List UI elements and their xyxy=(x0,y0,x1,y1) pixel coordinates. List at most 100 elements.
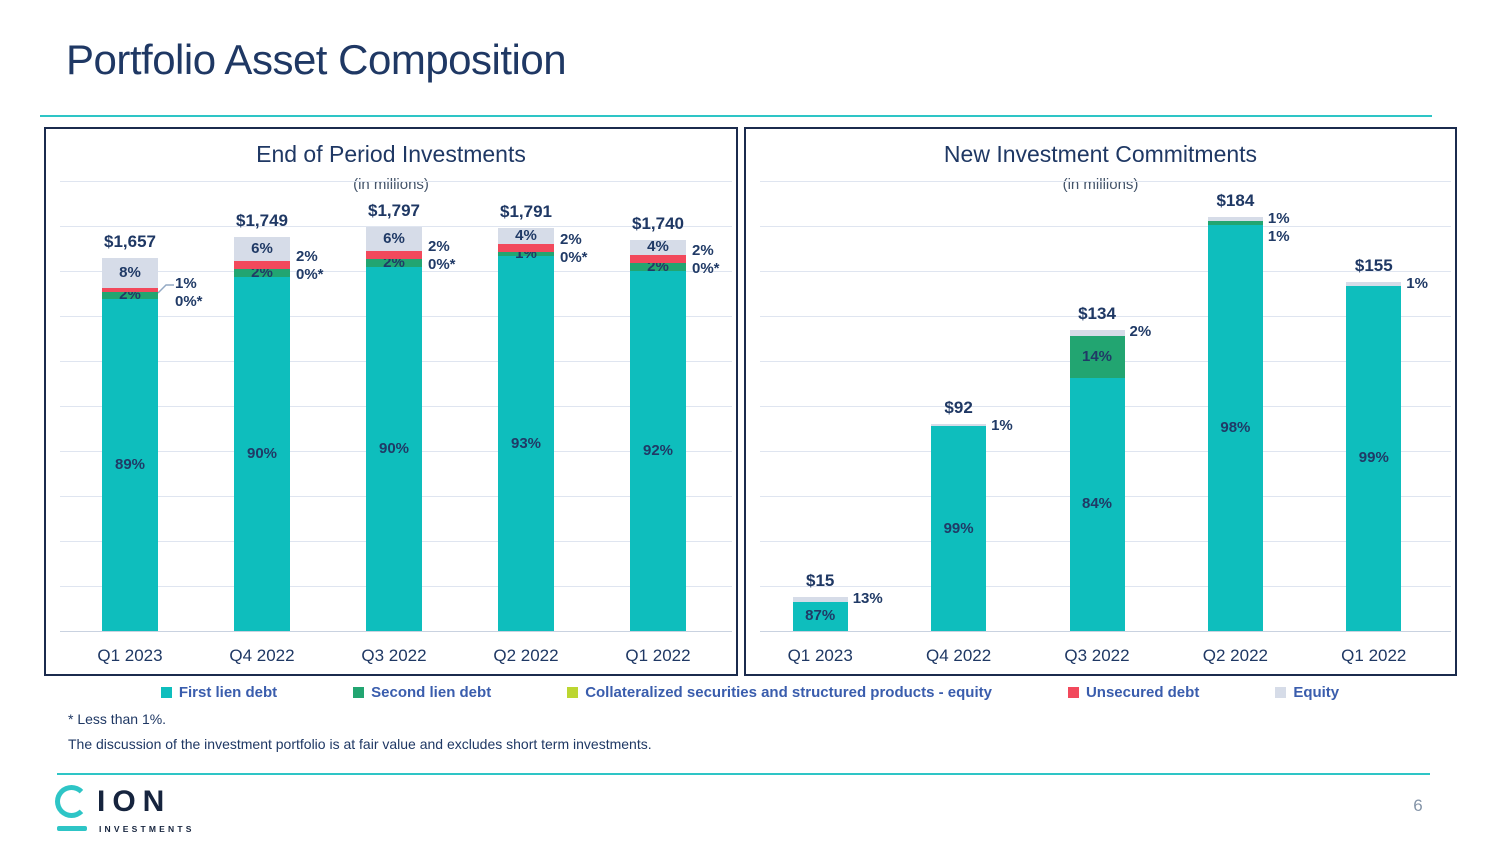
category-label-q2-2022: Q2 2022 xyxy=(493,646,559,665)
side-label: 0%* xyxy=(296,266,324,284)
bar-total-label: $92 xyxy=(944,398,973,417)
segment-label: 6% xyxy=(383,229,405,247)
logo-investments-text: INVESTMENTS xyxy=(99,824,195,834)
plot-area-end-of-period: 89% 2% 8% $1,657 Q1 2023 1% 0%* 90% 2% 6% $1,749 Q4… xyxy=(46,129,736,674)
legend-item-first_lien: First lien debt xyxy=(160,684,277,701)
segment-equity xyxy=(931,424,987,427)
segment-label: 90% xyxy=(378,440,410,458)
side-label: 1% xyxy=(1406,275,1428,293)
gridline xyxy=(760,226,1451,227)
side-label: 0%* xyxy=(428,255,456,273)
category-label-q3-2022: Q3 2022 xyxy=(1064,646,1130,665)
side-labels: 1% 0%* xyxy=(175,275,203,311)
bar-total-label: $1,749 xyxy=(236,211,288,231)
segment-unsecured xyxy=(630,255,686,263)
side-label: 2% xyxy=(1129,322,1152,340)
segment-first_lien xyxy=(792,601,848,631)
segment-label: 6% xyxy=(251,240,273,258)
bar-total-label: $1,740 xyxy=(632,213,684,233)
segment-second_lien xyxy=(1069,335,1125,378)
bar-total-label: $134 xyxy=(1078,303,1116,323)
page-title: Portfolio Asset Composition xyxy=(66,36,567,83)
logo-c-icon xyxy=(55,785,88,818)
collateralized-swatch-icon xyxy=(567,687,579,698)
segment-first_lien xyxy=(1207,225,1263,631)
second_lien-swatch-icon xyxy=(353,687,365,698)
side-labels: 2% 0%* xyxy=(296,248,324,284)
gridline xyxy=(760,271,1451,272)
segment-second_lien xyxy=(630,262,686,271)
segment-unsecured xyxy=(366,250,422,259)
bar-total-label: $1,797 xyxy=(368,200,420,220)
side-label: 1% xyxy=(1267,210,1290,227)
category-label-q1-2023: Q1 2023 xyxy=(787,646,853,665)
segment-second_lien xyxy=(366,259,422,268)
segment-equity xyxy=(234,237,290,262)
segment-first_lien xyxy=(1346,285,1402,631)
footnotes: * Less than 1%. The discussion of the in… xyxy=(68,711,652,761)
segment-label: 89% xyxy=(114,456,146,474)
segment-label: 84% xyxy=(1081,495,1113,513)
title-divider xyxy=(40,115,1432,117)
footnote-fair-value: The discussion of the investment portfol… xyxy=(68,736,652,752)
side-labels: 2% xyxy=(1130,323,1152,341)
legend-item-equity: Equity xyxy=(1275,684,1339,701)
segment-label: 93% xyxy=(510,434,542,452)
segment-label: 99% xyxy=(1358,449,1389,467)
bar-total-label: $1,657 xyxy=(104,232,156,252)
side-label: 2% xyxy=(296,248,318,266)
side-labels: 13% xyxy=(853,590,883,608)
legend-label: Collateralized securities and structured… xyxy=(585,684,992,701)
category-label-q4-2022: Q4 2022 xyxy=(925,646,992,665)
segment-unsecured xyxy=(498,244,554,253)
side-label: 2% xyxy=(560,231,582,249)
chart-panel-new-commitments: New Investment Commitments (in millions)… xyxy=(744,127,1457,676)
segment-first_lien xyxy=(630,270,686,631)
bar-total-label: $155 xyxy=(1354,256,1393,276)
side-labels: 2% 0%* xyxy=(560,231,588,267)
legend-item-second_lien: Second lien debt xyxy=(353,684,491,701)
footer-divider xyxy=(57,773,1430,775)
category-label-q4-2022: Q4 2022 xyxy=(229,646,295,665)
equity-swatch-icon xyxy=(1275,687,1287,698)
bar-total-label: $184 xyxy=(1216,191,1255,210)
x-axis-line xyxy=(60,631,732,632)
legend-label: Equity xyxy=(1293,684,1340,701)
segment-label: 4% xyxy=(647,238,669,256)
side-label: 0%* xyxy=(175,293,203,310)
bar-total-label: $1,791 xyxy=(500,202,552,222)
chart-title-new-commitments: New Investment Commitments xyxy=(943,141,1258,167)
segment-label: 99% xyxy=(943,519,974,537)
segment-label: 90% xyxy=(246,444,278,462)
side-labels: 1% xyxy=(1406,275,1428,293)
side-label: 1% xyxy=(991,417,1013,434)
segment-equity xyxy=(498,228,554,245)
segment-equity xyxy=(630,239,686,256)
segment-first_lien xyxy=(234,276,290,631)
first_lien-swatch-icon xyxy=(160,687,172,698)
footnote-less-than-1pct: * Less than 1%. xyxy=(68,711,167,727)
segment-second_lien xyxy=(102,291,158,300)
cion-logo: ION INVESTMENTS xyxy=(55,785,235,837)
bar-total-label: $15 xyxy=(806,571,835,591)
gridline xyxy=(760,316,1451,317)
unsecured-swatch-icon xyxy=(1067,687,1079,698)
gridline xyxy=(60,226,732,227)
side-labels: 2% 0%* xyxy=(692,242,720,278)
side-labels: 1% 1% xyxy=(1268,210,1290,246)
segment-second_lien xyxy=(234,268,290,277)
segment-second_lien xyxy=(498,252,554,257)
x-axis-line xyxy=(760,631,1451,632)
segment-equity xyxy=(1207,217,1263,222)
category-label-q3-2022: Q3 2022 xyxy=(361,646,427,665)
segment-equity xyxy=(102,258,158,288)
leader-line xyxy=(157,282,175,300)
side-label: 13% xyxy=(852,590,883,608)
segment-label: 87% xyxy=(805,607,836,625)
side-label: 1% xyxy=(175,275,197,292)
chart-subtitle-in-millions: (in millions) xyxy=(1062,176,1139,193)
side-label: 0%* xyxy=(560,249,588,267)
chart-panel-end-of-period: End of Period Investments (in millions) … xyxy=(44,127,738,676)
legend-label: Second lien debt xyxy=(371,684,492,701)
